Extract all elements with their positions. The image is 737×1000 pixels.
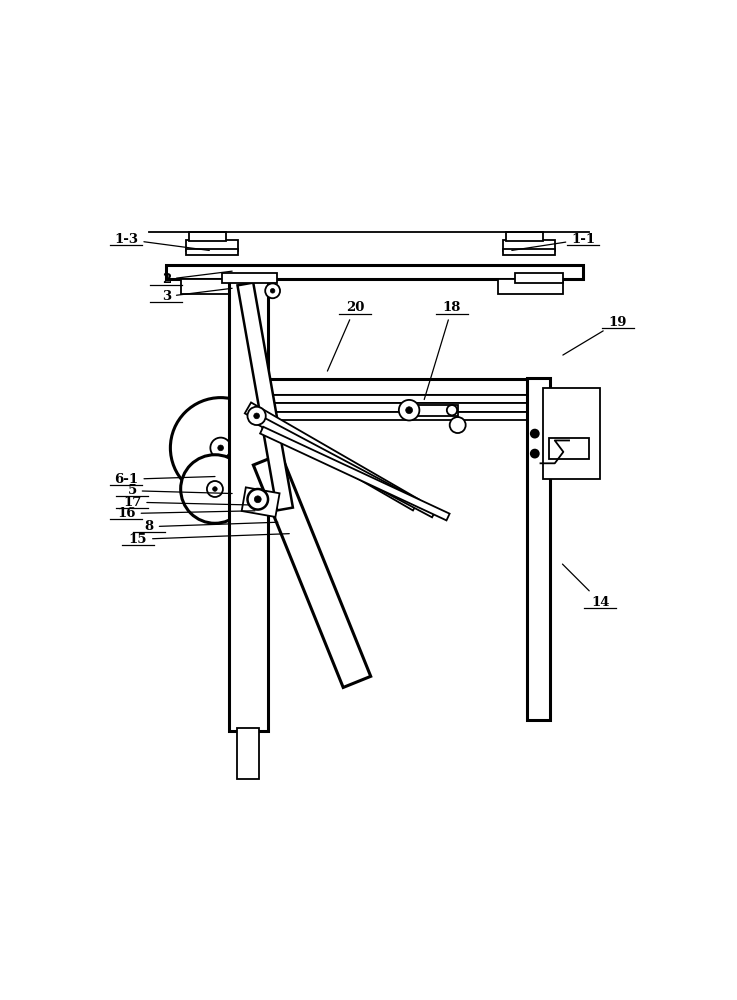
Circle shape [248, 489, 268, 510]
Circle shape [248, 407, 266, 425]
Text: 6-1: 6-1 [114, 473, 215, 486]
Text: 19: 19 [563, 316, 627, 355]
Circle shape [254, 496, 261, 503]
Bar [266, 395, 538, 403]
Text: 20: 20 [327, 301, 364, 371]
Circle shape [210, 438, 231, 458]
Polygon shape [245, 402, 419, 510]
Circle shape [399, 400, 419, 420]
Bar [506, 232, 543, 241]
Bar [497, 279, 563, 294]
Polygon shape [251, 413, 436, 517]
Circle shape [447, 405, 457, 415]
Circle shape [531, 450, 539, 458]
Text: 2: 2 [161, 271, 232, 286]
Bar [543, 388, 601, 479]
Bar [266, 403, 538, 412]
Bar [186, 240, 238, 251]
Circle shape [270, 289, 275, 293]
Text: 18: 18 [425, 301, 461, 400]
Bar [549, 438, 589, 459]
Bar [223, 273, 276, 283]
Polygon shape [237, 283, 293, 510]
Circle shape [207, 481, 223, 497]
Bar [229, 279, 268, 731]
Text: 3: 3 [162, 288, 232, 303]
Circle shape [531, 430, 539, 438]
Circle shape [170, 398, 271, 498]
Circle shape [181, 455, 249, 523]
Bar [237, 728, 259, 779]
Circle shape [213, 487, 217, 491]
Circle shape [450, 417, 466, 433]
Polygon shape [242, 487, 279, 517]
Bar [514, 273, 563, 283]
Bar [189, 232, 226, 241]
Polygon shape [254, 454, 371, 687]
Bar [412, 405, 458, 416]
Text: 5: 5 [128, 484, 232, 497]
Bar [266, 379, 538, 395]
Bar [266, 412, 538, 420]
Text: 15: 15 [128, 533, 289, 546]
Bar [503, 249, 555, 255]
Bar [167, 265, 584, 279]
Text: 14: 14 [562, 564, 609, 609]
Bar [186, 249, 238, 255]
Text: 8: 8 [144, 520, 278, 533]
Circle shape [254, 413, 259, 419]
Text: 1-3: 1-3 [114, 233, 209, 250]
Bar [181, 279, 243, 294]
Text: 1-1: 1-1 [511, 233, 595, 250]
Text: 16: 16 [117, 507, 255, 520]
Polygon shape [260, 427, 450, 520]
Bar [503, 240, 555, 251]
Circle shape [218, 445, 223, 451]
Circle shape [405, 407, 413, 414]
Text: 17: 17 [123, 496, 249, 509]
Circle shape [265, 283, 280, 298]
Bar [528, 378, 551, 720]
